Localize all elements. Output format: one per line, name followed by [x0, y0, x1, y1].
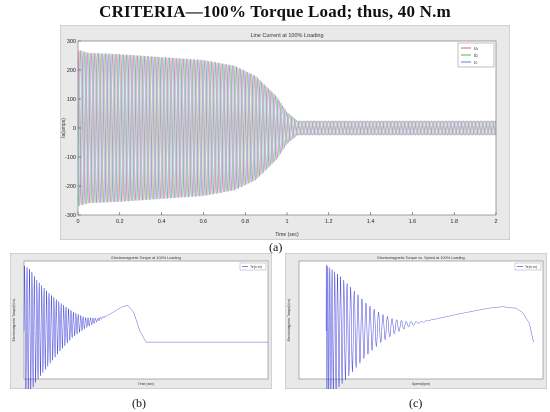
x-axis-label: Speed(rpm)	[412, 382, 430, 386]
legend: Te(n.m)	[239, 262, 267, 271]
x-tick-label: 0.6	[200, 219, 208, 225]
series-line-ic	[77, 50, 497, 206]
torque-speed-chart: Electromagnetic Torque vs. Speed at 100%…	[285, 253, 547, 389]
torque-time-chart: Electromagnetic Torque at 100% Loading T…	[10, 253, 272, 389]
x-tick-label: 0.8	[241, 219, 249, 225]
legend: Ia Ib Ic	[457, 42, 495, 68]
legend-label: Ic	[474, 60, 478, 65]
y-tick-label: -200	[65, 184, 76, 190]
x-tick-label: 0.2	[116, 219, 124, 225]
series-line-te	[325, 264, 534, 389]
y-tick-label: -300	[65, 213, 76, 219]
legend-label: Te(n.m)	[525, 265, 537, 269]
chart-title: Line Current at 100% Loading	[250, 33, 323, 39]
x-tick-label: 1.2	[325, 219, 333, 225]
series-line-ib	[77, 50, 497, 207]
y-axis-label: Electromagnetic Torque(N.m)	[287, 299, 291, 342]
y-tick-label: 100	[67, 97, 76, 103]
series-line-ia	[77, 50, 497, 206]
plot-area	[23, 260, 269, 380]
x-tick-label: 1.6	[409, 219, 417, 225]
chart-title: Electromagnetic Torque vs. Speed at 100%…	[377, 256, 464, 260]
y-axis-label: Ia(amps)	[61, 118, 67, 138]
label-c: (c)	[409, 396, 423, 410]
x-tick-label: 0.4	[158, 219, 166, 225]
x-tick-label: 2	[494, 219, 497, 225]
y-axis-label: Electromagnetic Torque(N.m)	[12, 299, 16, 342]
legend-label: Te(n.m)	[250, 265, 262, 269]
x-axis-label: Time (sec)	[275, 232, 299, 238]
page-title: CRITERIA—100% Torque Load; thus, 40 N.m	[99, 2, 451, 21]
x-tick-label: 0	[76, 219, 79, 225]
y-tick-label: 0	[73, 126, 76, 132]
line-current-chart: Line Current at 100% Loading Time (sec) …	[60, 25, 510, 240]
legend-label: Ia	[474, 46, 478, 51]
legend-label: Ib	[474, 53, 478, 58]
legend: Te(n.m)	[514, 262, 542, 271]
x-axis-label: Time (sec)	[138, 382, 154, 386]
y-tick-label: 200	[67, 68, 76, 74]
chart-title: Electromagnetic Torque at 100% Loading	[111, 256, 180, 260]
x-tick-label: 1.8	[450, 219, 458, 225]
y-tick-label: -100	[65, 155, 76, 161]
label-b: (b)	[132, 396, 146, 410]
x-tick-label: 1	[285, 219, 288, 225]
y-tick-label: 300	[67, 39, 76, 45]
series-line-te	[23, 265, 268, 389]
label-a: (a)	[269, 240, 283, 254]
x-tick-label: 1.4	[367, 219, 375, 225]
